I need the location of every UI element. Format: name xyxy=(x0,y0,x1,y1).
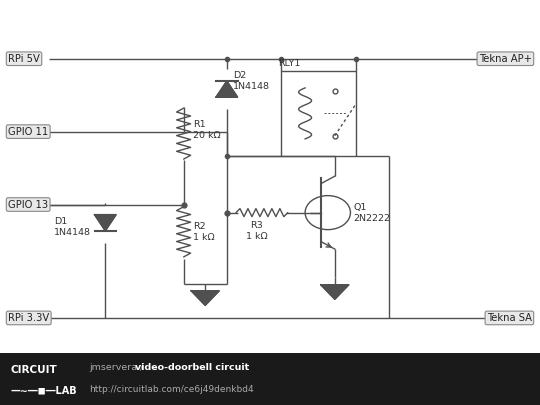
Text: CIRCUIT: CIRCUIT xyxy=(11,365,58,375)
Text: http://circuitlab.com/ce6j49denkbd4: http://circuitlab.com/ce6j49denkbd4 xyxy=(89,385,254,394)
Text: RPi 5V: RPi 5V xyxy=(8,54,40,64)
Text: GPIO 13: GPIO 13 xyxy=(8,200,48,209)
Polygon shape xyxy=(216,81,238,97)
Text: R2
1 kΩ: R2 1 kΩ xyxy=(193,222,215,242)
Text: R3
1 kΩ: R3 1 kΩ xyxy=(246,221,267,241)
Text: Q1
2N2222: Q1 2N2222 xyxy=(354,202,391,223)
Text: D2
1N4148: D2 1N4148 xyxy=(233,71,271,91)
Text: Tekna AP+: Tekna AP+ xyxy=(479,54,532,64)
Text: D1
1N4148: D1 1N4148 xyxy=(54,217,91,237)
Polygon shape xyxy=(191,291,219,305)
Polygon shape xyxy=(321,285,349,299)
Bar xyxy=(281,71,356,156)
Text: video-doorbell circuit: video-doorbell circuit xyxy=(135,363,249,372)
Text: —∼―◼―LAB: —∼―◼―LAB xyxy=(11,386,77,396)
Polygon shape xyxy=(94,215,116,231)
Text: RPi 3.3V: RPi 3.3V xyxy=(8,313,49,323)
Text: Tekna SA: Tekna SA xyxy=(487,313,532,323)
Text: RLY1: RLY1 xyxy=(278,59,300,68)
FancyBboxPatch shape xyxy=(0,353,540,405)
Text: R1
20 kΩ: R1 20 kΩ xyxy=(193,119,221,140)
Text: jmservera /: jmservera / xyxy=(89,363,146,372)
Text: GPIO 11: GPIO 11 xyxy=(8,127,49,136)
